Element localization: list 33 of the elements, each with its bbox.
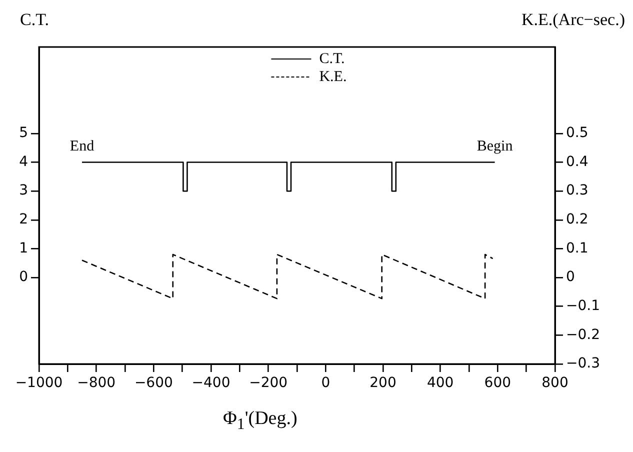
y2-axis-title: K.E.(Arc−sec.) xyxy=(521,10,625,30)
x-tick-label: 200 xyxy=(370,375,396,392)
y2-tick-label: −0.1 xyxy=(566,298,600,314)
y2-tick-label: 0.5 xyxy=(566,125,588,142)
y-tick-label: 4 xyxy=(19,154,28,170)
legend-label: C.T. xyxy=(319,50,345,67)
y2-tick-label: 0.2 xyxy=(566,212,588,228)
x-tick-label: 400 xyxy=(426,375,454,392)
y-tick-label: 0 xyxy=(19,269,28,286)
x-tick-label: −400 xyxy=(192,375,230,392)
y-tick-label: 5 xyxy=(19,125,28,142)
line-series xyxy=(81,254,494,300)
x-tick-label: −1000 xyxy=(15,375,63,392)
x-tick-label: −600 xyxy=(134,375,173,392)
y-tick-label: 3 xyxy=(19,182,28,199)
legend-label: K.E. xyxy=(319,68,347,85)
x-axis-title: Φ$_{1}$'(Deg.) xyxy=(223,408,298,434)
annotation: Begin xyxy=(476,138,514,155)
y2-tick-label: −0.3 xyxy=(566,356,600,372)
y-axis-title: C.T. xyxy=(20,10,49,30)
y2-tick-label: 0.1 xyxy=(566,240,588,256)
x-tick-label: −200 xyxy=(249,375,288,392)
y-tick-label: 2 xyxy=(19,212,28,228)
y-tick-label: 1 xyxy=(19,240,28,256)
x-tick-label: −800 xyxy=(77,375,116,392)
y2-tick-label: 0.4 xyxy=(566,154,588,170)
y2-tick-label: 0.3 xyxy=(566,182,588,199)
annotation: End xyxy=(70,138,95,155)
y2-tick-label: 0 xyxy=(566,269,575,286)
x-tick-label: 0 xyxy=(321,375,330,392)
x-tick-label: 600 xyxy=(484,375,512,392)
x-tick-label: 800 xyxy=(542,375,568,392)
y2-tick-label: −0.2 xyxy=(566,326,600,343)
